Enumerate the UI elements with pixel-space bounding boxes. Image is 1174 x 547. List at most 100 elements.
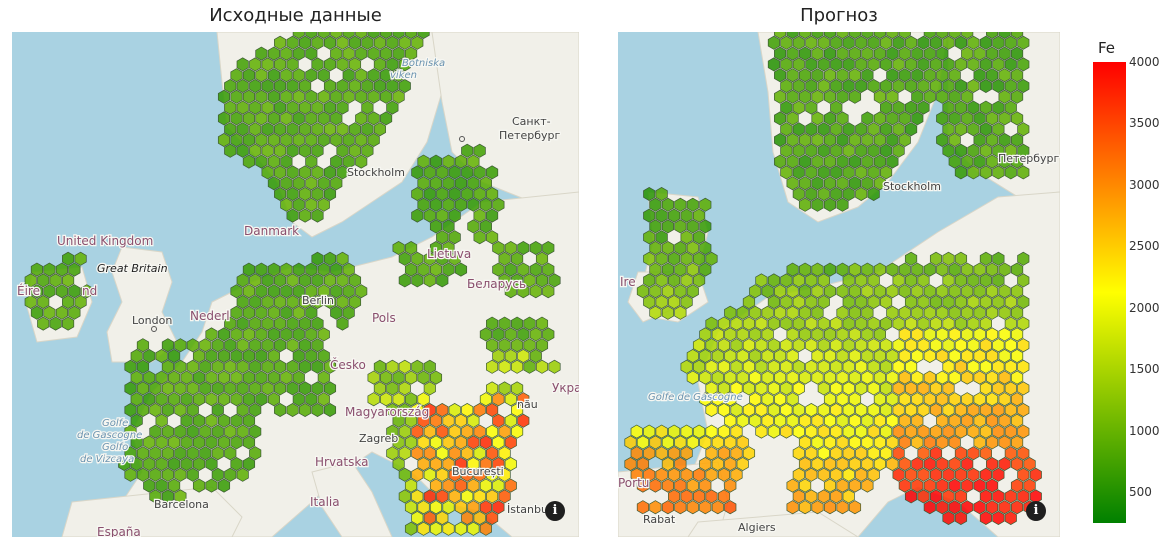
hex-cell: [761, 305, 774, 320]
hex-cell: [423, 489, 436, 504]
hex-cell: [979, 402, 992, 418]
hex-cell: [280, 68, 293, 83]
hex-cell: [711, 456, 724, 472]
hex-cell: [398, 57, 411, 72]
hex-cell: [242, 284, 256, 299]
hex-cell: [998, 500, 1011, 515]
hex-cell: [249, 143, 262, 158]
hex-cell: [711, 392, 724, 407]
hex-cell: [74, 294, 87, 310]
hex-cell: [767, 381, 780, 396]
hex-cell: [911, 413, 924, 428]
hex-cell: [992, 489, 1005, 504]
hex-cell: [1004, 35, 1017, 50]
hex-cell: [442, 478, 455, 493]
hex-cell: [767, 57, 780, 72]
hex-cell: [992, 338, 1005, 353]
hex-cell: [404, 521, 418, 536]
hex-cell: [936, 500, 949, 515]
hex-cell: [236, 100, 249, 115]
hex-cell: [43, 305, 56, 320]
hex-cell: [917, 446, 930, 461]
hex-cell: [624, 456, 637, 472]
hex-cell: [30, 305, 44, 320]
hex-cell: [861, 284, 874, 299]
hex-cell: [680, 230, 693, 245]
hex-cell: [873, 456, 886, 472]
hex-cell: [992, 510, 1005, 526]
hex-cell: [823, 435, 837, 450]
hex-cell: [492, 327, 505, 342]
hex-cell: [442, 262, 455, 277]
hex-cell: [417, 521, 430, 536]
colorbar-tick-label: 4000: [1129, 55, 1160, 69]
hex-cell: [448, 230, 461, 245]
hex-cell: [811, 500, 824, 515]
label-london: London: [132, 314, 172, 327]
hex-cell: [761, 327, 774, 342]
hex-cell: [548, 273, 561, 288]
hex-cell: [386, 381, 399, 396]
hex-cell: [161, 467, 174, 482]
hex-cell: [373, 359, 386, 374]
hex-cell: [311, 100, 324, 115]
hex-cell: [230, 68, 243, 83]
hex-cell: [861, 262, 874, 277]
hex-cell: [817, 143, 830, 158]
hex-cell: [461, 489, 474, 504]
hex-cell: [417, 32, 430, 40]
hex-cell: [774, 370, 787, 385]
label-right-algiers: Algiers: [738, 521, 776, 534]
hex-cell: [979, 143, 992, 158]
hex-cell: [529, 240, 542, 256]
hex-cell: [736, 327, 749, 342]
colorbar-gradient: [1093, 62, 1126, 523]
hex-cell: [929, 402, 943, 418]
hex-cell: [979, 510, 992, 526]
left-info-button[interactable]: i: [545, 501, 565, 521]
hex-cell: [249, 316, 262, 331]
hex-cell: [486, 230, 499, 245]
hex-cell: [267, 46, 280, 61]
hex-cell: [442, 197, 455, 212]
hex-cell: [423, 251, 436, 266]
hex-cell: [973, 132, 986, 148]
hex-cell: [848, 392, 862, 407]
hex-cell: [255, 305, 268, 320]
hex-cell: [967, 467, 980, 482]
right-map[interactable]: Stockholm Петербург Algiers Rabat Portu …: [618, 32, 1060, 537]
hex-cell: [805, 57, 818, 72]
hex-cell: [1023, 478, 1036, 493]
hex-cell: [711, 370, 724, 385]
hex-cell: [323, 78, 337, 94]
hex-cell: [535, 316, 549, 331]
hex-cell: [823, 413, 837, 428]
hex-cell: [267, 327, 280, 342]
hex-cell: [180, 435, 193, 450]
left-map[interactable]: United Kingdom Great Britain Éire nd Lon…: [12, 32, 579, 537]
hex-cell: [923, 435, 936, 450]
hex-cell: [817, 186, 830, 202]
hex-cell: [911, 284, 924, 299]
hex-cell: [1004, 316, 1017, 331]
right-info-button[interactable]: i: [1026, 501, 1046, 521]
hex-cell: [948, 111, 961, 126]
hex-cell: [542, 262, 555, 277]
hex-cell: [948, 132, 961, 148]
hex-cell: [323, 359, 337, 374]
hex-cell: [967, 338, 980, 353]
hex-cell: [830, 338, 843, 353]
hex-cell: [898, 305, 911, 320]
hex-cell: [842, 294, 855, 310]
hex-cell: [298, 294, 312, 310]
hex-cell: [836, 132, 849, 148]
hex-cell: [904, 402, 918, 418]
hex-cell: [911, 370, 924, 385]
label-nau: nău: [517, 398, 538, 411]
hex-cell: [942, 338, 955, 353]
label-right-stockholm: Stockholm: [883, 180, 941, 193]
hex-cell: [880, 78, 893, 94]
hex-cell: [211, 446, 224, 461]
hex-cell: [348, 143, 362, 158]
hex-cell: [255, 68, 268, 83]
